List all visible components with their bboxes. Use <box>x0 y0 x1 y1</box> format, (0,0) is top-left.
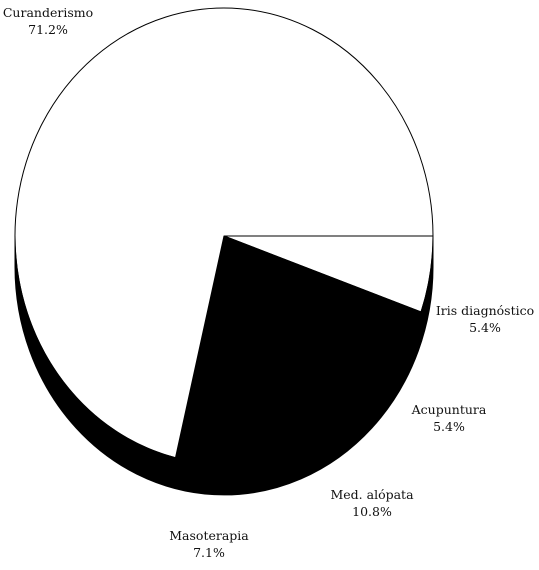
pie-rim <box>14 235 434 465</box>
label-acupuntura-name: Acupuntura <box>411 402 487 417</box>
label-curanderismo-value: 71.2% <box>28 22 68 37</box>
pie-labels: Iris diagnóstico 5.4% Acupuntura 5.4% Med. a… <box>3 5 534 560</box>
label-iris-diagnostico-value: 5.4% <box>469 320 501 335</box>
label-med-alopata-value: 10.8% <box>352 504 392 519</box>
pie-slices <box>14 7 434 465</box>
label-curanderismo-name: Curanderismo <box>3 5 93 20</box>
label-masoterapia-value: 7.1% <box>193 545 225 560</box>
label-acupuntura-value: 5.4% <box>433 419 465 434</box>
label-masoterapia-name: Masoterapia <box>169 528 249 543</box>
label-iris-diagnostico-name: Iris diagnóstico <box>436 303 534 318</box>
label-med-alopata-name: Med. alópata <box>330 487 414 502</box>
